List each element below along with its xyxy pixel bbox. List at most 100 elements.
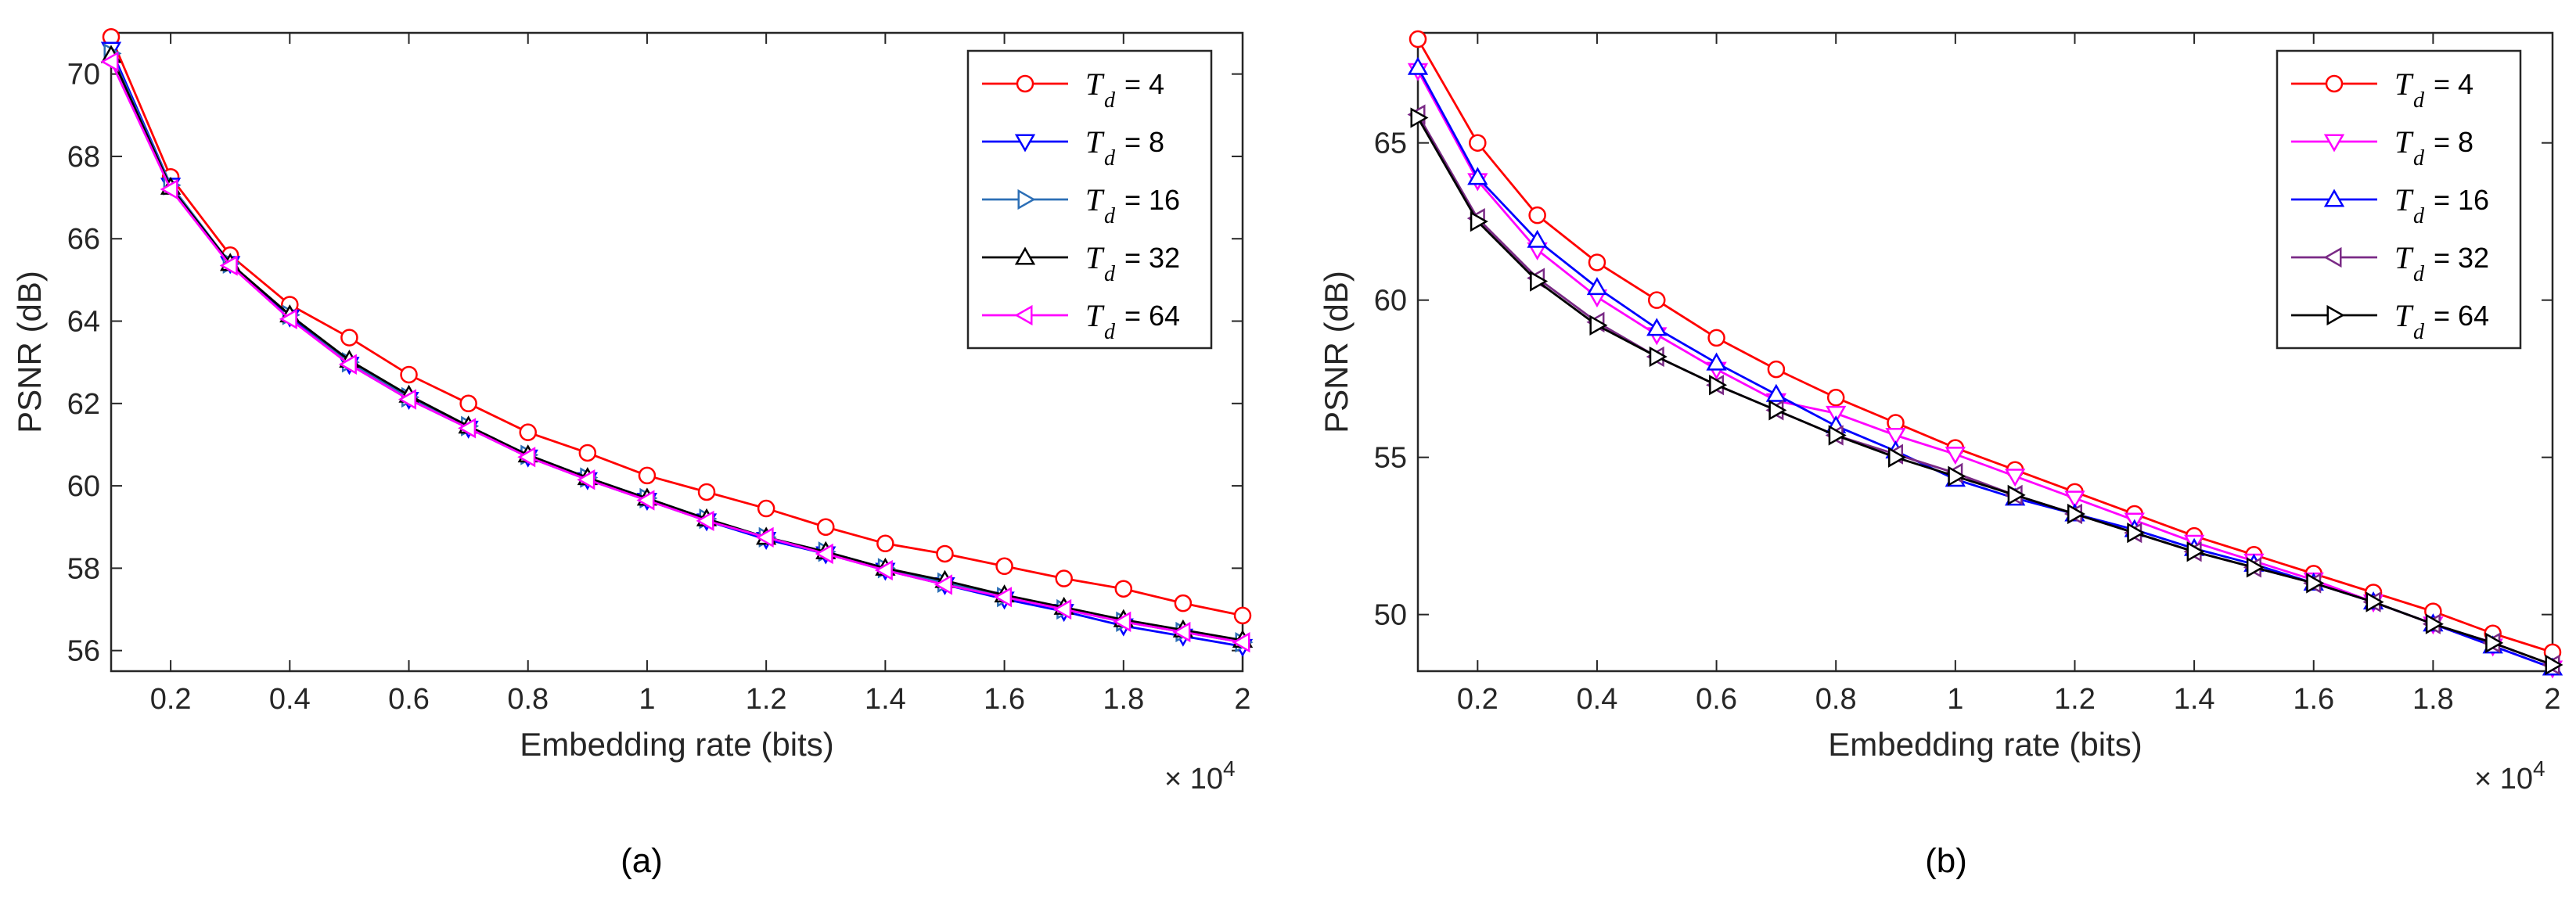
legend-value: = 16 [2434, 184, 2489, 216]
legend-marker [1016, 74, 1034, 93]
data-point [1648, 291, 1666, 309]
y-tick-label: 55 [1374, 442, 1407, 475]
data-point [757, 499, 775, 518]
data-point [1527, 229, 1548, 248]
data-point [1055, 569, 1073, 587]
legend-value: = 32 [2434, 242, 2489, 274]
legend-subscript: d [2413, 262, 2425, 286]
panel-caption: (b) [1925, 842, 1967, 880]
data-point [1707, 329, 1725, 347]
data-point [876, 534, 894, 553]
legend-value: = 8 [2434, 126, 2473, 158]
x-tick-label: 2 [2544, 683, 2560, 716]
data-point [2064, 490, 2085, 509]
x-tick-label: 1 [1947, 683, 1963, 716]
legend-subscript: d [2413, 146, 2425, 171]
x-tick-label: 0.4 [1577, 683, 1618, 716]
data-point [1768, 400, 1787, 421]
legend-symbol: T [2394, 240, 2414, 275]
y-tick-label: 65 [1374, 128, 1407, 160]
data-point [1588, 253, 1606, 271]
data-point [1113, 611, 1131, 632]
legend-value: = 64 [2434, 300, 2489, 332]
data-point [459, 394, 477, 413]
data-point [1885, 428, 1906, 447]
data-point [1948, 465, 1966, 487]
data-point [1469, 134, 1487, 152]
y-tick-label: 66 [67, 223, 100, 256]
legend-symbol: T [2394, 124, 2414, 160]
legend-symbol: T [2394, 182, 2414, 217]
data-point [874, 559, 893, 581]
panel-caption: (a) [621, 842, 663, 880]
data-point [697, 483, 716, 501]
data-point [1530, 271, 1549, 292]
legend-subscript: d [1104, 320, 1116, 344]
data-point [1767, 360, 1786, 379]
data-point [2186, 541, 2205, 562]
data-point [2366, 591, 2384, 612]
data-point [1114, 580, 1133, 598]
legend-marker [2325, 74, 2344, 93]
legend-marker [2323, 189, 2345, 207]
data-point [1410, 107, 1429, 128]
x-tick-label: 1.4 [865, 683, 906, 716]
legend-symbol: T [1085, 240, 1105, 275]
y-tick-label: 56 [67, 635, 100, 668]
x-tick-label: 0.2 [150, 683, 192, 716]
data-point [2485, 632, 2504, 653]
data-point [1828, 425, 1847, 446]
x-tick-label: 0.2 [1457, 683, 1498, 716]
data-point [2005, 469, 2026, 487]
data-point [2067, 503, 2085, 525]
x-tick-label: 0.4 [269, 683, 311, 716]
plot-area [1416, 31, 2554, 673]
y-tick-label: 60 [1374, 285, 1407, 318]
data-point [100, 51, 119, 73]
data-point [1409, 30, 1427, 48]
data-point [1053, 598, 1072, 620]
x-tick-label: 2 [1234, 683, 1250, 716]
data-point [340, 329, 358, 347]
data-point [1232, 631, 1250, 653]
chart-panel-b: 0.2 0.4 0.6 0.8 1 1.2 1.4 1.6 1.8 2 50 55 60 65 Embedd… [1318, 30, 2563, 880]
data-point [995, 557, 1013, 576]
data-point [279, 308, 297, 330]
data-point [458, 418, 477, 439]
legend-symbol: T [2394, 298, 2414, 333]
legend-subscript: d [2413, 204, 2425, 228]
legend-symbol: T [1085, 66, 1105, 102]
data-point [815, 543, 833, 565]
data-point [160, 178, 178, 200]
x-tick-label: 0.6 [1696, 683, 1737, 716]
data-point [1826, 389, 1845, 407]
legend-marker [1017, 189, 1036, 210]
data-point [2425, 613, 2444, 634]
data-point [817, 518, 835, 536]
series-td-64 [100, 51, 1250, 653]
chart-panel-a: 0.2 0.4 0.6 0.8 1 1.2 1.4 1.6 1.8 2 56 58 60 62 64 66 68… [11, 28, 1254, 880]
data-point [1467, 167, 1488, 185]
data-point [1709, 375, 1728, 396]
x-tick-label: 1 [639, 683, 655, 716]
x-axis-label: Embedding rate (bits) [520, 726, 834, 763]
y-tick-label: 58 [67, 552, 100, 585]
y-tick-label: 60 [67, 470, 100, 503]
data-point [517, 447, 536, 468]
y-tick-label: 62 [67, 388, 100, 421]
legend-marker [1014, 246, 1036, 265]
legend-value: = 64 [1124, 300, 1180, 332]
y-tick-label: 64 [67, 306, 100, 339]
data-point [1765, 383, 1787, 402]
data-point [1945, 447, 1966, 465]
